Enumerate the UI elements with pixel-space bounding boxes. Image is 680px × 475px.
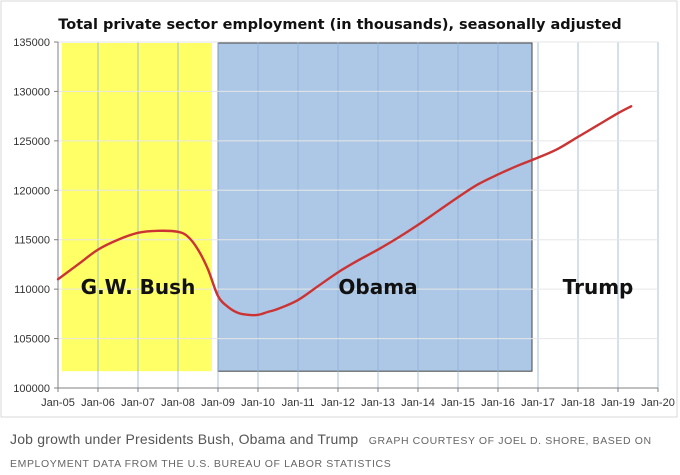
data-point: [377, 248, 379, 251]
data-point: [577, 136, 579, 138]
x-tick-label: Jan-06: [81, 397, 115, 409]
data-point: [117, 238, 119, 241]
x-tick-label: Jan-11: [282, 397, 315, 409]
region-label: Obama: [338, 275, 417, 299]
x-tick-label: Jan-05: [41, 397, 75, 409]
data-point: [177, 230, 179, 233]
x-tick-label: Jan-14: [401, 397, 435, 409]
data-point: [247, 313, 249, 316]
y-tick-label: 135000: [13, 37, 50, 49]
region-g-w-bush: [62, 43, 212, 372]
x-tick-label: Jan-12: [321, 397, 355, 409]
data-point: [557, 147, 559, 150]
data-point: [357, 259, 359, 262]
data-point: [630, 105, 633, 108]
caption-credit: GRAPH COURTESY OF JOEL D. SHORE, BASED O…: [10, 435, 652, 470]
x-tick-label: Jan-19: [601, 397, 635, 409]
x-tick-label: Jan-08: [161, 397, 195, 409]
data-point: [337, 271, 339, 274]
y-tick-label: 120000: [13, 185, 50, 197]
x-tick-label: Jan-17: [521, 397, 555, 409]
y-tick-label: 115000: [14, 235, 50, 247]
caption-text: Job growth under Presidents Bush, Obama …: [10, 431, 359, 447]
x-tick-label: Jan-10: [241, 397, 275, 409]
data-point: [77, 263, 79, 266]
data-point: [617, 112, 619, 115]
x-tick-label: Jan-18: [561, 397, 595, 409]
data-point: [297, 299, 299, 301]
data-point: [187, 235, 189, 238]
region-obama: [217, 42, 533, 372]
figure-caption: Job growth under Presidents Bush, Obama …: [10, 428, 674, 475]
data-point: [207, 268, 209, 271]
x-tick-label: Jan-13: [361, 397, 395, 409]
data-point: [597, 124, 599, 126]
data-point: [277, 308, 279, 310]
data-point: [57, 278, 59, 281]
data-point: [257, 313, 259, 316]
x-tick-label: Jan-16: [481, 397, 515, 409]
data-point: [197, 248, 199, 251]
data-point: [497, 173, 499, 176]
data-point: [417, 223, 419, 226]
data-point: [457, 196, 459, 199]
y-tick-label: 125000: [13, 136, 50, 148]
data-point: [237, 311, 239, 314]
data-point: [137, 231, 139, 234]
chart: Total private sector employment (in thou…: [0, 0, 678, 418]
x-tick-label: Jan-15: [441, 397, 475, 409]
data-point: [97, 248, 99, 251]
y-tick-label: 100000: [13, 383, 50, 395]
data-point: [267, 310, 269, 313]
data-point: [217, 295, 219, 297]
data-point: [227, 306, 229, 308]
x-tick-label: Jan-09: [201, 397, 235, 409]
data-point: [517, 164, 519, 167]
y-tick-label: 130000: [13, 86, 50, 98]
region-label: Trump: [563, 275, 634, 299]
data-point: [397, 236, 399, 239]
data-point: [317, 285, 319, 288]
data-point: [477, 183, 479, 186]
y-tick-label: 105000: [13, 334, 50, 346]
data-point: [537, 156, 539, 159]
x-tick-label: Jan-20: [641, 397, 675, 409]
data-point: [437, 210, 439, 212]
data-point: [157, 229, 159, 232]
region-label: G.W. Bush: [81, 275, 196, 299]
x-tick-label: Jan-07: [121, 397, 155, 409]
y-tick-label: 110000: [14, 284, 50, 296]
employment-chart: Total private sector employment (in thou…: [0, 0, 678, 418]
chart-title: Total private sector employment (in thou…: [58, 17, 621, 33]
